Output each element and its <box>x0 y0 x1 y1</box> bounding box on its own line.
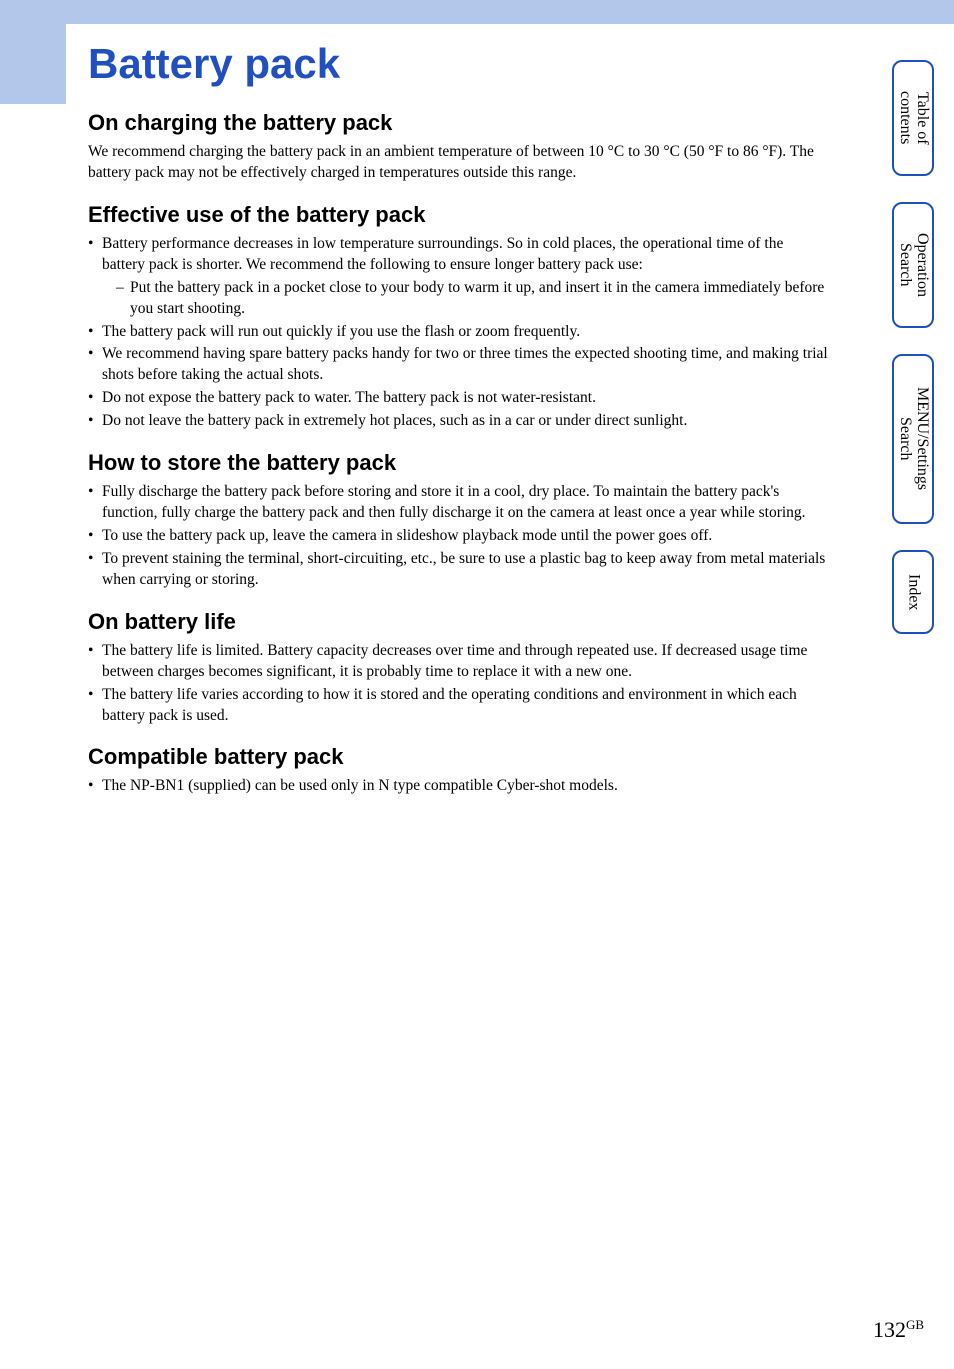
header-left-tab <box>0 24 66 104</box>
main-content: Battery pack On charging the battery pac… <box>88 40 828 799</box>
section-heading-life: On battery life <box>88 609 828 635</box>
section-heading-compatible: Compatible battery pack <box>88 744 828 770</box>
bullet-list: The battery life is limited. Battery cap… <box>88 641 828 727</box>
tab-line: Operation <box>914 233 931 297</box>
bullet-list: The NP-BN1 (supplied) can be used only i… <box>88 776 828 797</box>
list-item-text: Battery performance decreases in low tem… <box>102 235 783 273</box>
header-bar <box>0 0 954 24</box>
tab-menu-settings-search[interactable]: MENU/Settings Search <box>892 354 934 524</box>
page-number: 132GB <box>873 1317 924 1343</box>
list-item: The battery life varies according to how… <box>88 685 828 727</box>
bullet-list: Battery performance decreases in low tem… <box>88 234 828 432</box>
list-item: The battery pack will run out quickly if… <box>88 322 828 343</box>
tab-line: Search <box>897 417 914 461</box>
sub-list-item: Put the battery pack in a pocket close t… <box>102 278 828 320</box>
tab-label: Table of contents <box>896 91 930 144</box>
tab-line: Table of <box>914 92 931 145</box>
tab-table-of-contents[interactable]: Table of contents <box>892 60 934 176</box>
list-item: To use the battery pack up, leave the ca… <box>88 526 828 547</box>
list-item: The battery life is limited. Battery cap… <box>88 641 828 683</box>
tab-line: MENU/Settings <box>914 387 931 490</box>
list-item: Do not leave the battery pack in extreme… <box>88 411 828 432</box>
body-text: We recommend charging the battery pack i… <box>88 142 828 184</box>
sub-list: Put the battery pack in a pocket close t… <box>102 278 828 320</box>
tab-index[interactable]: Index <box>892 550 934 634</box>
side-nav-tabs: Table of contents Operation Search MENU/… <box>892 60 934 660</box>
list-item: We recommend having spare battery packs … <box>88 344 828 386</box>
page-title: Battery pack <box>88 40 828 88</box>
tab-label: Index <box>905 574 922 610</box>
list-item: To prevent staining the terminal, short-… <box>88 549 828 591</box>
page-number-value: 132 <box>873 1317 906 1342</box>
tab-label: MENU/Settings Search <box>896 387 930 490</box>
tab-line: contents <box>897 91 914 144</box>
tab-line: Search <box>897 243 914 287</box>
list-item: Do not expose the battery pack to water.… <box>88 388 828 409</box>
bullet-list: Fully discharge the battery pack before … <box>88 482 828 591</box>
tab-operation-search[interactable]: Operation Search <box>892 202 934 328</box>
page-number-suffix: GB <box>906 1317 924 1332</box>
list-item: The NP-BN1 (supplied) can be used only i… <box>88 776 828 797</box>
section-heading-store: How to store the battery pack <box>88 450 828 476</box>
list-item: Fully discharge the battery pack before … <box>88 482 828 524</box>
section-heading-charging: On charging the battery pack <box>88 110 828 136</box>
section-heading-effective: Effective use of the battery pack <box>88 202 828 228</box>
tab-label: Operation Search <box>896 233 930 297</box>
list-item: Battery performance decreases in low tem… <box>88 234 828 320</box>
